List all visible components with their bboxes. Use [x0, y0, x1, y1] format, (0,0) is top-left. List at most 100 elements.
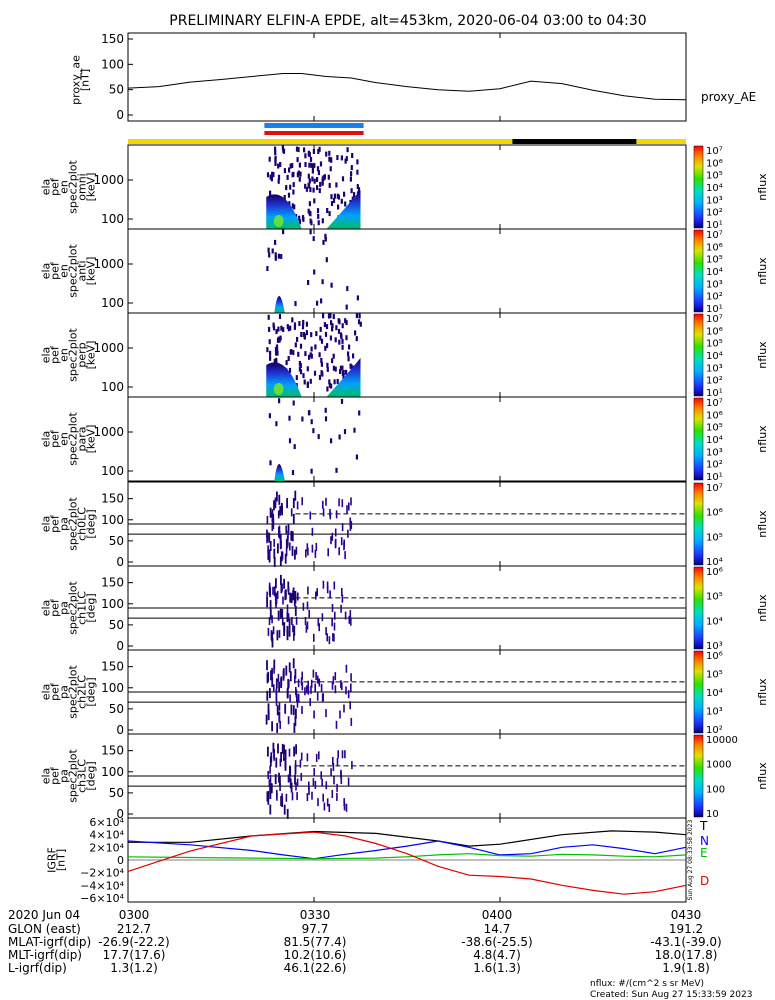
panel-ch1LC-strip-31	[294, 605, 297, 616]
panel-perp-noise-136	[306, 383, 309, 388]
panel-omni-noise-110	[350, 188, 353, 194]
panel-perp-noise-103	[334, 366, 337, 372]
panel-para-ylabel-line-5: [keV]	[85, 425, 98, 454]
panel-omni-noise-159	[319, 161, 323, 167]
panel-para-blob-a	[274, 464, 285, 481]
panel-omni-noise-153	[298, 219, 302, 225]
panel-anti-cb-tick-4: 10³	[706, 279, 723, 290]
panel-perp-noise-31	[320, 357, 323, 363]
panel-perp-noise-154	[347, 351, 350, 357]
panel-ch0LC-fan-28	[280, 540, 282, 549]
panel-ch0LC-fan-58	[309, 511, 312, 520]
panel-omni-noise-144	[323, 174, 326, 180]
panel-ch3LC-strip-34	[294, 774, 296, 785]
panel-ch3LC-fan-33	[279, 783, 281, 791]
panel-ch0LC-strip-16	[279, 534, 282, 545]
panel-ch0LC-strip-22	[269, 507, 272, 518]
panel-ch2LC-fan-40	[295, 687, 297, 695]
panel-perp-noise-18	[334, 337, 337, 343]
panel-ch0LC-fan-9	[331, 532, 334, 541]
panel-omni-noise-146	[301, 215, 305, 221]
panel-ch3LC-fan-37	[287, 774, 290, 783]
panel-perp-noise-111	[341, 323, 344, 329]
panel-ch1LC-fan-2	[341, 587, 343, 596]
panel-ch2LC-fan-12	[301, 706, 303, 714]
panel-ch1LC-fan-22	[272, 626, 275, 635]
panel-perp-noise-98	[333, 379, 336, 385]
panel-ch3LC-fan-0	[308, 781, 310, 790]
panel-ch1LC-strip-15	[283, 578, 285, 589]
footer-row-2-value-2: -38.6(-25.5)	[461, 935, 532, 949]
panel-ch3LC-strip-10	[283, 804, 286, 815]
panel-para-noise-4	[312, 428, 315, 434]
panel-ch1LC-strip-12	[280, 574, 282, 585]
panel-omni-noise-112	[311, 164, 315, 169]
panel-ch0LC-ylabel-line-3: spec2plot	[67, 497, 80, 551]
panel-omni-noise-23	[310, 162, 313, 168]
panel-ch1LC-strip-27	[283, 626, 285, 636]
panel-ch0LC-colorbar	[693, 482, 704, 566]
panel-omni-noise-78	[307, 173, 310, 179]
panel-ch3LC-strip-28	[293, 746, 295, 757]
panel-ch3LC-strip-15	[280, 796, 282, 806]
panel-ch2LC-fan-3	[345, 686, 347, 695]
panel-anti-noise-20	[271, 248, 274, 254]
panel-ch3LC-fan-40	[344, 750, 346, 759]
panel-perp-ylabel-line-2: en	[58, 348, 71, 362]
panel-ch1LC-strip-35	[279, 608, 282, 619]
panel-perp-noise-134	[305, 321, 308, 327]
panel-omni-noise-35	[336, 155, 339, 160]
panel-ch0LC-fan-11	[285, 548, 288, 557]
panel-ch0LC-fan-59	[340, 537, 343, 546]
panel-perp-colorbar	[693, 313, 704, 397]
panel-ch1LC-strip-8	[277, 610, 280, 621]
panel-ch2LC-cb-tick-1: 10⁵	[706, 670, 723, 681]
panel-ch3LC-ylabel-line-2: pa	[58, 769, 71, 783]
panel-omni-noise-63	[288, 167, 291, 173]
panel-ch2LC-ytick-3: 0	[116, 723, 124, 737]
panel-para-cb-tick-2: 10⁵	[706, 423, 723, 434]
panel-perp-noise-143	[326, 386, 329, 392]
panel-ch0LC-fan-49	[266, 535, 268, 544]
panel-para-cb-tick-3: 10⁴	[706, 435, 723, 446]
panel-ch3LC-ylabel-line-3: spec2plot	[67, 749, 80, 803]
panel-omni-noise-125	[287, 192, 291, 198]
panel-ch0LC-fan-39	[296, 501, 299, 510]
panel-omni-blob-b	[326, 190, 361, 229]
panel-ch3LC-strip-20	[269, 756, 272, 767]
panel-ch3LC-ytick-3: 0	[116, 807, 124, 821]
panel-ch1LC-ytick-3: 0	[116, 639, 124, 653]
panel-ch0LC-strip-23	[286, 498, 288, 509]
panel-anti-cb-tick-3: 10⁴	[706, 267, 723, 278]
panel-ch3LC-cb-tick-0: 10000	[706, 735, 738, 746]
panel-anti-noise-3	[309, 229, 312, 235]
proxy-ae-axes	[127, 32, 687, 122]
proxy-ae-ytick-2: 50	[109, 83, 124, 97]
panel-ch1LC-fan-30	[350, 617, 352, 626]
panel-omni-noise-17	[308, 162, 311, 168]
panel-omni-noise-71	[298, 215, 301, 221]
panel-anti-ytick-1: 100	[101, 296, 124, 310]
panel-ch0LC-strip-29	[277, 543, 279, 554]
panel-omni-noise-28	[270, 176, 273, 182]
panel-omni-noise-101	[295, 146, 299, 152]
panel-ch3LC-fan-25	[320, 771, 322, 780]
panel-omni-noise-7	[313, 162, 316, 168]
status-bar-red	[264, 131, 364, 135]
panel-ch2LC-fan-45	[316, 692, 319, 701]
panel-omni-noise-70	[308, 201, 311, 207]
panel-ch2LC-fan-8	[271, 667, 273, 676]
panel-ch2LC-fan-52	[347, 690, 350, 699]
panel-para-cb-tick-1: 10⁶	[706, 410, 723, 421]
igrf-legend-D: D	[700, 874, 709, 888]
footer-row-0-value-3: 0430	[671, 908, 702, 922]
footer-row-0-value-2: 0400	[482, 908, 513, 922]
panel-perp-noise-86	[272, 325, 276, 331]
panel-ch2LC-fan-1	[273, 665, 275, 674]
panel-ch2LC-fan-18	[334, 672, 337, 681]
panel-ch1LC-fan-53	[297, 592, 299, 601]
panel-ch1LC-fan-57	[275, 600, 277, 609]
panel-ch1LC-fan-37	[287, 586, 290, 595]
panel-ch1LC-fan-31	[318, 623, 320, 632]
panel-perp-noise-82	[280, 325, 283, 331]
